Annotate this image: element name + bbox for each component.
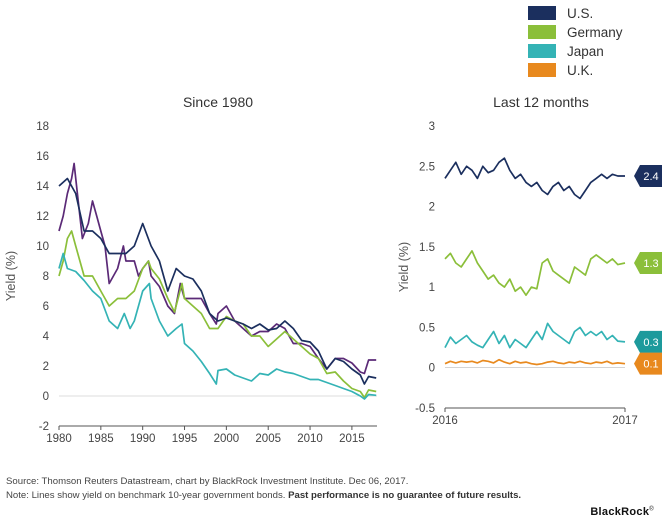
- footnote-text: Note: Lines show yield on benchmark 10-y…: [6, 490, 289, 501]
- legend-swatch: [528, 44, 556, 58]
- y-tick-label: 2: [429, 202, 435, 214]
- y-tick-label: 0.5: [419, 322, 435, 334]
- panel-last-12-months: Last 12 months Yield (%) -0.5 0 0.5 1 1.5 2 2.5 3…: [397, 94, 662, 427]
- x-tick-label: 2010: [297, 433, 323, 445]
- y-tick-label: -2: [39, 421, 49, 433]
- end-value-label: 0.1: [643, 359, 658, 371]
- x-tick-label: 2015: [339, 433, 365, 445]
- y-tick-label: 0: [429, 363, 435, 375]
- y-tick-label: 10: [36, 241, 49, 253]
- y-tick-label: 3: [429, 121, 435, 133]
- chart-title: Last 12 months: [493, 94, 589, 110]
- x-tick-label: 2017: [612, 415, 638, 427]
- y-tick-label: 4: [43, 331, 50, 343]
- y-tick-label: 2.5: [419, 161, 435, 173]
- end-value-tag: [634, 352, 662, 375]
- series-line-us: [58, 162, 377, 375]
- x-tick-label: 1980: [46, 433, 72, 445]
- y-tick-label: 18: [36, 121, 49, 133]
- legend-label: U.K.: [567, 63, 593, 78]
- y-tick-label: 14: [36, 181, 49, 193]
- y-tick-label: 12: [36, 211, 49, 223]
- end-value-tag: [634, 251, 662, 274]
- panel-since-1980: Since 1980 Yield (%) -2 0 2 4 6 8 10 12 14 16 18 1980…: [4, 94, 377, 445]
- series-line-us: [444, 157, 625, 200]
- y-tick-label: 16: [36, 151, 49, 163]
- x-tick-label: 2000: [214, 433, 240, 445]
- legend: U.S. Germany Japan U.K.: [528, 6, 623, 78]
- source-note: Source: Thomson Reuters Datastream, char…: [6, 476, 409, 487]
- x-tick-label: 2005: [255, 433, 281, 445]
- legend-label: U.S.: [567, 6, 593, 21]
- end-value-tag: [634, 330, 662, 353]
- y-tick-label: 2: [43, 361, 49, 373]
- footnote: Note: Lines show yield on benchmark 10-y…: [6, 490, 521, 501]
- series-line-uk: [58, 177, 377, 385]
- y-tick-label: 1.5: [419, 242, 435, 254]
- brand-name: BlackRock: [590, 506, 650, 518]
- series-line-germany: [444, 250, 626, 297]
- y-tick-label: 0: [43, 391, 49, 403]
- legend-label: Germany: [567, 25, 623, 40]
- x-tick-label: 2016: [432, 415, 458, 427]
- y-tick-label: 8: [43, 271, 49, 283]
- footnote-disclaimer: Past performance is no guarantee of futu…: [288, 490, 522, 501]
- end-value-label: 1.3: [643, 258, 658, 270]
- x-tick-label: 1995: [172, 433, 198, 445]
- trademark-mark: ®: [649, 506, 654, 513]
- y-tick-label: -0.5: [415, 403, 435, 415]
- series-line-japan: [58, 252, 377, 400]
- y-axis-label: Yield (%): [397, 242, 411, 292]
- legend-swatch: [528, 63, 556, 77]
- series-line-uk: [444, 358, 626, 366]
- y-axis-label: Yield (%): [4, 251, 18, 301]
- end-value-label: 2.4: [643, 171, 658, 183]
- series-line-germany: [58, 230, 377, 399]
- end-value-label: 0.3: [643, 337, 658, 349]
- x-tick-label: 1990: [130, 433, 156, 445]
- x-tick-label: 1985: [88, 433, 114, 445]
- series-line-japan: [444, 322, 626, 349]
- end-value-tag: [634, 164, 662, 187]
- y-tick-label: 6: [43, 301, 49, 313]
- y-tick-label: 1: [429, 282, 435, 294]
- chart-title: Since 1980: [183, 94, 253, 110]
- legend-swatch: [528, 25, 556, 39]
- brand-logo: BlackRock®: [590, 506, 654, 518]
- legend-label: Japan: [567, 44, 604, 59]
- legend-swatch: [528, 6, 556, 20]
